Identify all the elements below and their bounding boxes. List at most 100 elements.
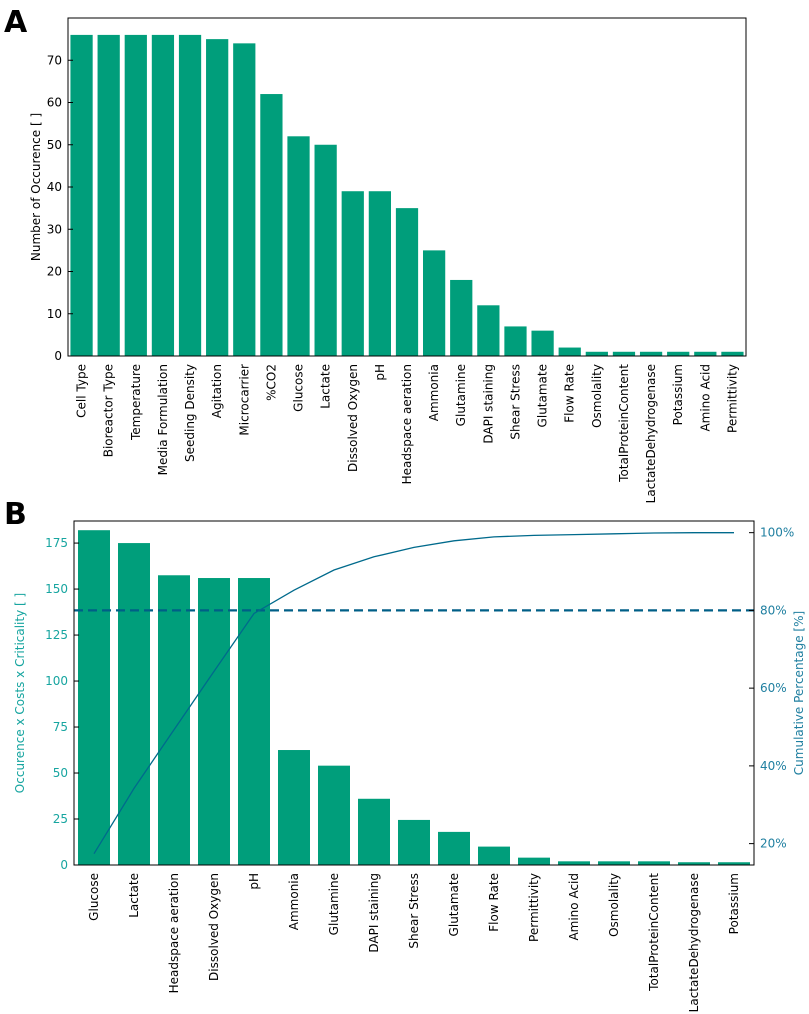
panel-a-bar — [531, 330, 554, 356]
panel-b-bar — [518, 857, 550, 865]
panel-a-bar — [477, 305, 500, 356]
panel-a-bar — [97, 34, 120, 357]
panel-a-bar — [70, 34, 93, 357]
panel-b-bar — [158, 575, 190, 865]
panel-a-label: A — [4, 5, 28, 40]
panel-b-bar — [598, 861, 630, 865]
panel-a-x-tick-label: Amino Acid — [698, 364, 712, 432]
panel-a-x-tick-label: Temperature — [129, 364, 143, 441]
panel-a-bar — [585, 351, 608, 356]
panel-b-bar — [318, 765, 350, 865]
panel-b-y-tick-label: 0 — [60, 858, 68, 872]
panel-b-label: B — [4, 497, 27, 532]
panel-b-y-tick-label: 125 — [45, 628, 68, 642]
panel-a-bar — [667, 351, 690, 356]
panel-b-x-tick-label: Glutamine — [327, 873, 341, 935]
panel-a-x-tick-label: Microcarrier — [237, 364, 251, 436]
panel-a-x-tick-label: Glucose — [292, 364, 306, 412]
panel-b-bar — [278, 750, 310, 865]
panel-a-bar — [287, 136, 310, 356]
panel-a-x-tick-label: Glutamate — [536, 364, 550, 427]
panel-b-y-axis-title: Occurence x Costs x Criticality [ ] — [13, 593, 27, 793]
panel-a-bar — [694, 351, 717, 356]
panel-a-x-tick-label: TotalProteinContent — [617, 364, 631, 483]
panel-b-x-tick-label: Amino Acid — [567, 873, 581, 941]
panel-b-bar — [118, 543, 150, 865]
panel-b-bar — [478, 846, 510, 865]
panel-a-x-tick-label: Glutamine — [454, 364, 468, 426]
panel-b-x-tick-label: Osmolality — [607, 873, 621, 937]
panel-a-y-tick-label: 10 — [47, 307, 62, 321]
panel-a-bar — [395, 208, 419, 356]
panel-b-bar — [78, 530, 110, 865]
panel-b-y-tick-label: 100 — [45, 674, 68, 688]
panel-b-y2-tick-label: 60% — [760, 681, 787, 695]
panel-a-bar — [260, 94, 283, 357]
panel-a-bar — [233, 43, 256, 356]
panel-a-bar — [368, 191, 391, 356]
panel-b-x-tick-label: Ammonia — [287, 873, 301, 930]
panel-a-y-tick-label: 70 — [47, 53, 62, 67]
panel-b-bar — [358, 798, 390, 865]
panel-a-y-axis-title: Number of Occurence [ ] — [29, 113, 43, 261]
panel-b-bar — [238, 578, 270, 865]
panel-b-x-tick-label: Shear Stress — [407, 873, 421, 949]
panel-a-bar — [151, 34, 175, 357]
panel-b-bar — [558, 861, 590, 865]
panel-a-bar — [341, 191, 364, 356]
panel-a-x-tick-label: LactateDehydrogenase — [644, 364, 658, 503]
panel-b-plot-frame — [73, 520, 755, 866]
panel-a-bar — [612, 351, 636, 356]
panel-b-y2-tick-label: 80% — [760, 603, 787, 617]
panel-b-bar — [678, 862, 710, 865]
panel-b-y2-axis-title: Cumulative Percentage [%] — [792, 611, 806, 775]
panel-b-y2-tick-label: 40% — [760, 759, 787, 773]
panel-b-y2-tick-label: 20% — [760, 837, 787, 851]
panel-a-x-tick-label: Dissolved Oxygen — [346, 364, 360, 472]
panel-a-x-tick-label: Seeding Density — [183, 364, 197, 462]
panel-a-bar — [314, 144, 337, 356]
panel-a-x-tick-label: Osmolality — [590, 364, 604, 428]
panel-b-cumulative-line — [93, 532, 734, 855]
panel-b-x-tick-label: Flow Rate — [487, 873, 501, 932]
panel-a-y-tick-label: 40 — [47, 180, 62, 194]
panel-a-bar — [558, 347, 581, 356]
panel-a-bar — [178, 34, 202, 357]
panel-b-x-tick-label: Glucose — [87, 873, 101, 921]
panel-b-y-tick-label: 175 — [45, 536, 68, 550]
panel-b-y-tick-label: 25 — [53, 812, 68, 826]
panel-a-x-tick-label: DAPI staining — [481, 364, 495, 444]
panel-b-x-tick-label: DAPI staining — [367, 873, 381, 953]
panel-a-bar — [504, 326, 527, 356]
panel-a-x-tick-label: Permittivity — [725, 364, 739, 433]
panel-b-x-tick-label: TotalProteinContent — [647, 873, 661, 992]
panel-a-bar — [721, 351, 744, 356]
panel-b-x-tick-label: Headspace aeration — [167, 873, 181, 993]
panel-b-bar — [198, 578, 230, 865]
panel-a-x-tick-label: pH — [373, 364, 387, 381]
panel-a-bar — [423, 250, 446, 356]
panel-a-y-tick-label: 20 — [47, 265, 62, 279]
panel-a-x-tick-label: Lactate — [319, 364, 333, 409]
panel-a-x-tick-label: Cell Type — [75, 364, 89, 418]
panel-a-bar — [206, 39, 229, 356]
panel-a-x-tick-label: Potassium — [671, 364, 685, 425]
panel-a-x-tick-label: Ammonia — [427, 364, 441, 421]
panel-b-x-tick-label: Glutamate — [447, 873, 461, 936]
panel-b-y-tick-label: 50 — [53, 766, 68, 780]
panel-b-x-tick-label: Lactate — [127, 873, 141, 918]
panel-a-bar — [124, 34, 147, 357]
panel-a-x-tick-label: Media Formulation — [156, 364, 170, 475]
panel-a-y-tick-label: 50 — [47, 138, 62, 152]
panel-b-bar — [638, 861, 670, 865]
panel-a-x-tick-label: Agitation — [210, 364, 224, 418]
panel-a-x-tick-label: Bioreactor Type — [102, 364, 116, 457]
panel-a-x-tick-label: Headspace aeration — [400, 364, 414, 484]
panel-b-x-tick-label: Potassium — [727, 873, 741, 934]
panel-a-x-tick-label: Shear Stress — [508, 364, 522, 440]
panel-b-x-tick-label: Permittivity — [527, 873, 541, 942]
panel-a-x-tick-label: Flow Rate — [563, 364, 577, 423]
panel-b-y-tick-label: 150 — [45, 582, 68, 596]
panel-a-y-tick-label: 30 — [47, 222, 62, 236]
